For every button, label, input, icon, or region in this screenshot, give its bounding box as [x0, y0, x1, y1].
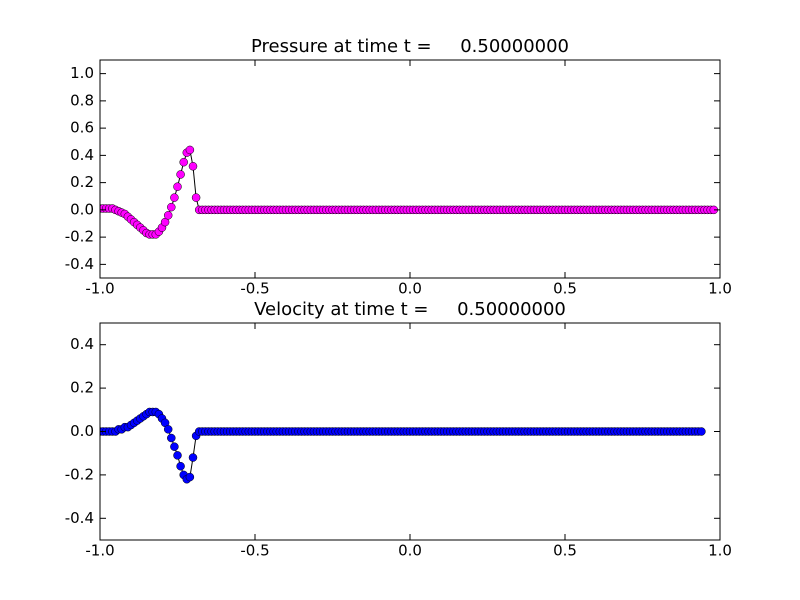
data-point: [185, 472, 195, 482]
y-tick-label: -0.4: [65, 255, 94, 273]
y-tick-label: 0.4: [70, 335, 94, 353]
x-tick-label: -0.5: [240, 280, 269, 298]
plot-area: [100, 60, 720, 278]
y-tick-label: 0.2: [70, 379, 94, 397]
data-point: [176, 461, 185, 471]
data-point: [170, 193, 179, 202]
x-tick-label: 0.5: [553, 542, 577, 560]
y-tick-label: -0.2: [65, 228, 94, 246]
data-point: [163, 211, 173, 220]
data-point: [167, 202, 176, 212]
data-point: [179, 157, 188, 167]
y-tick-label: -0.2: [65, 465, 94, 483]
x-tick-label: 1.0: [708, 280, 732, 298]
data-point: [170, 442, 179, 451]
subplot: Velocity at time t = 0.50000000 -1.0 -0.5 0…: [65, 299, 732, 560]
plot-content: [100, 407, 706, 484]
subplot: Pressure at time t = 0.50000000 -1.0 -0.5 0…: [65, 36, 732, 298]
y-tick-label: -0.4: [65, 509, 94, 527]
x-tick-label: 0.0: [398, 542, 422, 560]
data-point: [167, 433, 176, 443]
data-point: [173, 182, 182, 191]
y-tick-label: 1.0: [70, 64, 94, 82]
data-point: [188, 453, 198, 462]
y-tick-label: 0.6: [70, 119, 94, 137]
plot-content: [100, 145, 719, 239]
data-point: [191, 193, 201, 202]
x-tick-label: -1.0: [85, 280, 114, 298]
x-tick-label: 1.0: [708, 542, 732, 560]
y-tick-label: 0.0: [70, 200, 94, 218]
data-point: [697, 427, 706, 436]
data-point: [185, 145, 195, 155]
data-point: [163, 425, 173, 434]
y-tick-label: 0.2: [70, 173, 94, 191]
y-tick-label: 0.4: [70, 146, 94, 164]
chart-title: Pressure at time t = 0.50000000: [251, 36, 569, 57]
data-point: [176, 170, 185, 179]
chart-title: Velocity at time t = 0.50000000: [254, 299, 566, 320]
y-tick-label: 0.0: [70, 422, 94, 440]
x-tick-label: 0.5: [553, 280, 577, 298]
x-tick-label: 0.0: [398, 280, 422, 298]
x-tick-label: -0.5: [240, 542, 269, 560]
x-tick-label: -1.0: [85, 542, 114, 560]
data-point: [173, 451, 182, 460]
data-point: [188, 162, 198, 171]
y-tick-label: 0.8: [70, 91, 94, 109]
